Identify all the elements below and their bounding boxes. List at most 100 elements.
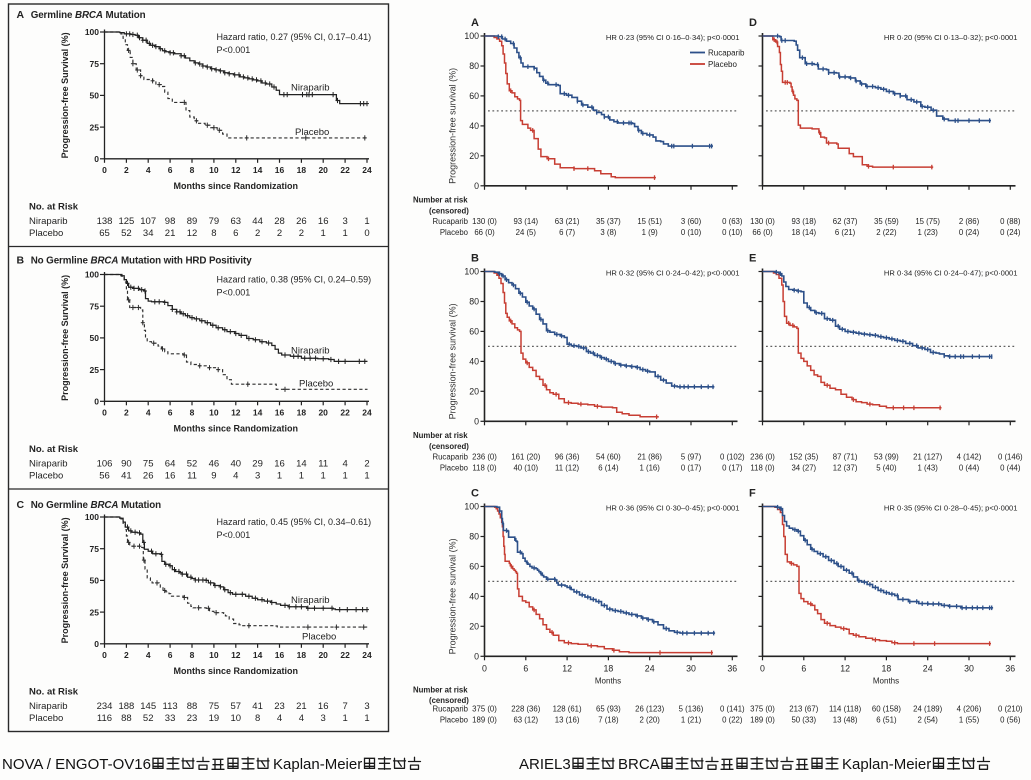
svg-text:10: 10 bbox=[209, 650, 219, 660]
svg-text:(censored): (censored) bbox=[429, 696, 469, 705]
svg-text:80: 80 bbox=[469, 297, 479, 307]
svg-text:1: 1 bbox=[321, 228, 326, 239]
svg-text:6 (14): 6 (14) bbox=[598, 464, 619, 473]
svg-text:0: 0 bbox=[102, 165, 107, 175]
svg-text:Number at risk: Number at risk bbox=[413, 196, 468, 205]
svg-text:152 (35): 152 (35) bbox=[789, 453, 818, 462]
svg-text:0: 0 bbox=[94, 639, 99, 649]
svg-text:35 (59): 35 (59) bbox=[874, 217, 899, 226]
svg-text:93 (14): 93 (14) bbox=[513, 217, 538, 226]
svg-text:9: 9 bbox=[211, 471, 216, 482]
svg-text:26 (123): 26 (123) bbox=[635, 704, 664, 713]
svg-text:13 (48): 13 (48) bbox=[833, 715, 858, 724]
svg-text:12: 12 bbox=[187, 228, 198, 239]
svg-text:23: 23 bbox=[274, 701, 285, 712]
svg-text:75: 75 bbox=[90, 59, 100, 69]
svg-text:8: 8 bbox=[255, 713, 260, 724]
svg-text:8: 8 bbox=[190, 650, 195, 660]
svg-text:Hazard ratio, 0.38 (95% CI, 0.: Hazard ratio, 0.38 (95% CI, 0.24–0.59) bbox=[217, 275, 372, 285]
svg-text:56: 56 bbox=[99, 471, 110, 482]
svg-text:6 (7): 6 (7) bbox=[559, 228, 575, 237]
svg-text:22: 22 bbox=[340, 165, 350, 175]
svg-text:1: 1 bbox=[364, 471, 369, 482]
svg-text:Niraparib: Niraparib bbox=[291, 83, 330, 94]
svg-text:113: 113 bbox=[163, 701, 178, 712]
svg-text:(censored): (censored) bbox=[429, 206, 469, 215]
svg-text:4: 4 bbox=[146, 407, 151, 417]
svg-text:80: 80 bbox=[469, 61, 479, 71]
svg-text:12: 12 bbox=[840, 663, 850, 673]
svg-text:P<0.001: P<0.001 bbox=[217, 288, 251, 298]
svg-text:Kaplan-Meier: Kaplan-Meier bbox=[273, 756, 362, 773]
svg-text:40: 40 bbox=[469, 356, 479, 366]
svg-text:Progression-free Survival (%): Progression-free Survival (%) bbox=[60, 32, 70, 158]
svg-text:0 (44): 0 (44) bbox=[959, 464, 980, 473]
svg-text:2: 2 bbox=[277, 228, 282, 239]
svg-text:2: 2 bbox=[124, 407, 129, 417]
svg-text:189 (0): 189 (0) bbox=[750, 715, 775, 724]
svg-text:Niraparib: Niraparib bbox=[291, 595, 330, 606]
svg-text:88: 88 bbox=[121, 713, 132, 724]
svg-text:18: 18 bbox=[297, 165, 307, 175]
svg-text:22: 22 bbox=[340, 650, 350, 660]
svg-text:C: C bbox=[17, 499, 25, 511]
svg-text:Progression-free survival (%): Progression-free survival (%) bbox=[448, 538, 458, 654]
svg-text:54 (60): 54 (60) bbox=[596, 453, 621, 462]
svg-text:Placebo: Placebo bbox=[29, 713, 63, 724]
svg-text:66 (0): 66 (0) bbox=[752, 228, 773, 237]
svg-text:100: 100 bbox=[464, 267, 479, 277]
svg-text:18: 18 bbox=[882, 663, 892, 673]
svg-text:20: 20 bbox=[469, 621, 479, 631]
svg-text:18: 18 bbox=[297, 650, 307, 660]
svg-text:90: 90 bbox=[121, 459, 132, 470]
svg-text:24: 24 bbox=[362, 650, 372, 660]
svg-text:0: 0 bbox=[474, 651, 479, 661]
svg-text:P<0.001: P<0.001 bbox=[217, 45, 251, 55]
svg-text:Niraparib: Niraparib bbox=[29, 459, 68, 470]
svg-text:145: 145 bbox=[140, 701, 156, 712]
svg-text:11: 11 bbox=[318, 459, 328, 470]
svg-text:6 (51): 6 (51) bbox=[876, 715, 897, 724]
svg-text:1: 1 bbox=[277, 471, 282, 482]
svg-text:C: C bbox=[471, 488, 479, 500]
svg-text:16: 16 bbox=[165, 471, 176, 482]
svg-text:Placebo: Placebo bbox=[708, 60, 737, 69]
svg-text:36: 36 bbox=[727, 663, 737, 673]
svg-text:44: 44 bbox=[252, 216, 263, 227]
svg-text:20: 20 bbox=[318, 407, 328, 417]
svg-text:5 (97): 5 (97) bbox=[681, 453, 702, 462]
svg-text:P<0.001: P<0.001 bbox=[217, 530, 251, 540]
svg-text:14: 14 bbox=[296, 459, 307, 470]
svg-text:75: 75 bbox=[143, 459, 154, 470]
svg-text:21: 21 bbox=[165, 228, 176, 239]
svg-text:234: 234 bbox=[97, 701, 113, 712]
svg-text:118 (0): 118 (0) bbox=[750, 464, 775, 473]
svg-text:40: 40 bbox=[469, 591, 479, 601]
svg-text:89: 89 bbox=[187, 216, 198, 227]
svg-text:24 (189): 24 (189) bbox=[913, 704, 942, 713]
svg-text:HR 0·20 (95% CI 0·13–0·32); p<: HR 0·20 (95% CI 0·13–0·32); p<0·0001 bbox=[884, 33, 1018, 42]
svg-text:80: 80 bbox=[469, 532, 479, 542]
svg-text:20: 20 bbox=[469, 386, 479, 396]
svg-text:19: 19 bbox=[209, 713, 220, 724]
svg-text:50: 50 bbox=[90, 333, 100, 343]
svg-text:18 (14): 18 (14) bbox=[791, 228, 816, 237]
svg-text:30: 30 bbox=[964, 663, 974, 673]
svg-text:20: 20 bbox=[318, 650, 328, 660]
svg-text:15 (51): 15 (51) bbox=[637, 217, 662, 226]
svg-text:E: E bbox=[749, 253, 756, 265]
svg-text:3 (60): 3 (60) bbox=[681, 217, 702, 226]
svg-text:HR 0·32 (95% CI 0·24–0·42); p<: HR 0·32 (95% CI 0·24–0·42); p<0·0001 bbox=[606, 269, 740, 278]
svg-text:Progression-free survival (%): Progression-free survival (%) bbox=[448, 68, 458, 184]
svg-text:1: 1 bbox=[342, 471, 347, 482]
svg-text:Placebo: Placebo bbox=[299, 379, 333, 390]
svg-text:Germline BRCA Mutation: Germline BRCA Mutation bbox=[31, 10, 146, 21]
svg-text:Months: Months bbox=[873, 676, 899, 685]
svg-text:161 (20): 161 (20) bbox=[511, 453, 540, 462]
svg-text:20: 20 bbox=[469, 151, 479, 161]
svg-text:60 (158): 60 (158) bbox=[872, 704, 901, 713]
svg-text:2 (20): 2 (20) bbox=[640, 715, 661, 724]
svg-text:79: 79 bbox=[209, 216, 220, 227]
svg-text:8: 8 bbox=[190, 407, 195, 417]
svg-text:4: 4 bbox=[146, 165, 151, 175]
